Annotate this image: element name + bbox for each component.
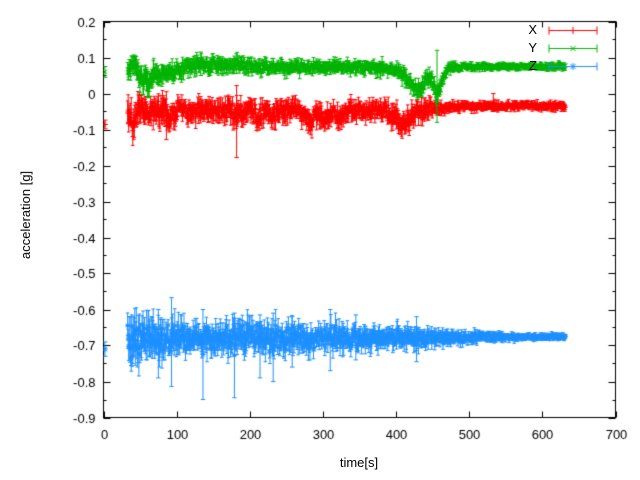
legend-label-z: Z: [529, 58, 537, 73]
x-axis-title: time[s]: [339, 455, 379, 470]
legend-label-y: Y: [528, 40, 537, 55]
y-axis-title: acceleration [g]: [18, 170, 33, 260]
legend-label-x: X: [528, 22, 537, 37]
